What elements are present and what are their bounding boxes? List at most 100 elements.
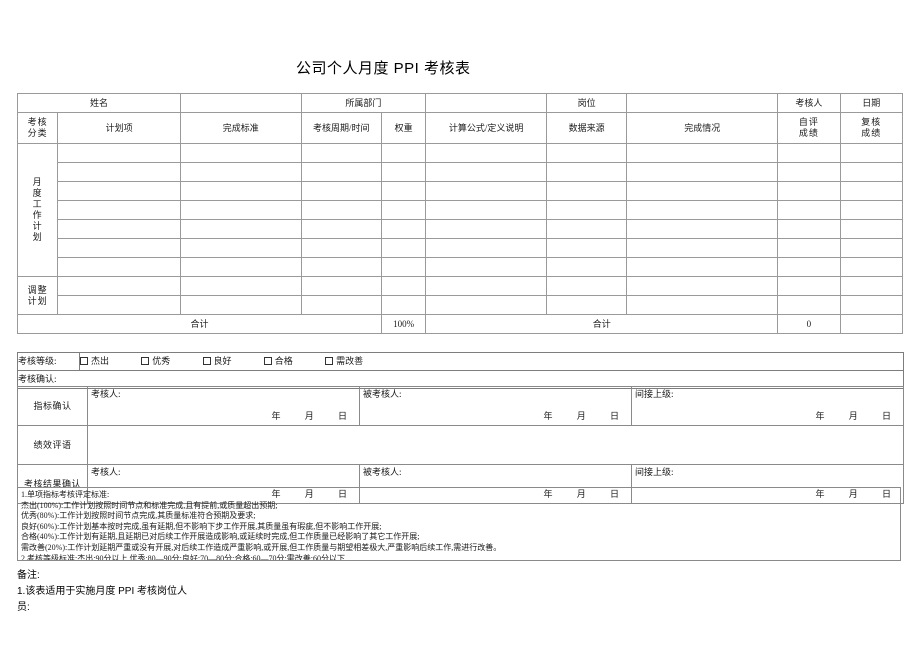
cell-standard[interactable] (179, 162, 302, 182)
cell-completion[interactable] (626, 200, 779, 220)
cell-plan-item[interactable] (57, 219, 181, 239)
cell-cycle[interactable] (300, 276, 383, 296)
cell-weight[interactable] (381, 276, 427, 296)
indicator-assessor-cell[interactable]: 考核人: 年 月 日 (87, 386, 360, 426)
cell-self-score[interactable] (777, 219, 841, 239)
cell-cycle[interactable] (300, 162, 383, 182)
cell-weight[interactable] (381, 238, 427, 258)
cell-review-score[interactable] (839, 219, 904, 239)
grade-option-qualified[interactable]: 合格 (263, 356, 293, 367)
cell-review-score[interactable] (839, 143, 904, 163)
cell-data-source[interactable] (545, 238, 628, 258)
cell-cycle[interactable] (300, 200, 383, 220)
cell-weight[interactable] (381, 257, 427, 277)
cell-standard[interactable] (179, 143, 302, 163)
cell-plan-item[interactable] (57, 181, 181, 201)
cell-review-score[interactable] (839, 238, 904, 258)
cell-completion[interactable] (626, 295, 779, 315)
cell-plan-item[interactable] (57, 200, 181, 220)
cell-plan-item[interactable] (57, 143, 181, 163)
result-supervisor-cell[interactable]: 间接上级: 年 月 日 (631, 464, 904, 504)
checkbox-icon[interactable] (141, 357, 150, 365)
cell-weight[interactable] (381, 181, 427, 201)
cell-data-source[interactable] (545, 219, 628, 239)
cell-data-source[interactable] (545, 200, 628, 220)
cell-formula[interactable] (425, 238, 547, 258)
cell-review-score[interactable] (839, 295, 904, 315)
cell-standard[interactable] (179, 238, 302, 258)
cell-cycle[interactable] (300, 219, 383, 239)
cell-data-source[interactable] (545, 295, 628, 315)
cell-formula[interactable] (425, 219, 547, 239)
cell-review-score[interactable] (839, 162, 904, 182)
cell-completion[interactable] (626, 162, 779, 182)
grade-option-outstanding[interactable]: 杰出 (80, 356, 109, 367)
cell-self-score[interactable] (777, 295, 841, 315)
cell-standard[interactable] (179, 219, 302, 239)
cell-data-source[interactable] (545, 143, 628, 163)
cell-completion[interactable] (626, 257, 779, 277)
cell-weight[interactable] (381, 219, 427, 239)
cell-data-source[interactable] (545, 162, 628, 182)
cell-formula[interactable] (425, 181, 547, 201)
performance-comment-value[interactable] (87, 425, 904, 465)
cell-self-score[interactable] (777, 200, 841, 220)
cell-plan-item[interactable] (57, 295, 181, 315)
cell-plan-item[interactable] (57, 238, 181, 258)
cell-completion[interactable] (626, 181, 779, 201)
cell-completion[interactable] (626, 276, 779, 296)
cell-review-score[interactable] (839, 257, 904, 277)
grade-option-good[interactable]: 良好 (202, 356, 232, 367)
cell-data-source[interactable] (545, 276, 628, 296)
checkbox-icon[interactable] (325, 357, 334, 365)
checkbox-icon[interactable] (80, 357, 88, 365)
position-value[interactable] (626, 93, 779, 113)
checkbox-icon[interactable] (263, 357, 272, 365)
cell-weight[interactable] (381, 200, 427, 220)
cell-cycle[interactable] (300, 238, 383, 258)
checkbox-icon[interactable] (202, 357, 211, 365)
cell-cycle[interactable] (300, 257, 383, 277)
cell-completion[interactable] (626, 143, 779, 163)
cell-data-source[interactable] (545, 181, 628, 201)
cell-completion[interactable] (626, 238, 779, 258)
grade-option-needs-improvement[interactable]: 需改善 (325, 356, 363, 367)
cell-formula[interactable] (425, 295, 547, 315)
result-assessee-cell[interactable]: 被考核人: 年 月 日 (359, 464, 632, 504)
cell-cycle[interactable] (300, 143, 383, 163)
cell-standard[interactable] (179, 276, 302, 296)
dept-value[interactable] (425, 93, 547, 113)
cell-review-score[interactable] (839, 181, 904, 201)
cell-formula[interactable] (425, 200, 547, 220)
cell-self-score[interactable] (777, 257, 841, 277)
cell-standard[interactable] (179, 200, 302, 220)
cell-weight[interactable] (381, 143, 427, 163)
cell-data-source[interactable] (545, 257, 628, 277)
cell-formula[interactable] (425, 257, 547, 277)
result-assessor-cell[interactable]: 考核人: 年 月 日 (87, 464, 360, 504)
cell-formula[interactable] (425, 143, 547, 163)
cell-weight[interactable] (381, 162, 427, 182)
cell-plan-item[interactable] (57, 276, 181, 296)
cell-self-score[interactable] (777, 238, 841, 258)
cell-formula[interactable] (425, 276, 547, 296)
cell-standard[interactable] (179, 181, 302, 201)
cell-standard[interactable] (179, 257, 302, 277)
indicator-assessee-cell[interactable]: 被考核人: 年 月 日 (359, 386, 632, 426)
cell-self-score[interactable] (777, 162, 841, 182)
cell-self-score[interactable] (777, 181, 841, 201)
name-value[interactable] (179, 93, 302, 113)
cell-self-score[interactable] (777, 276, 841, 296)
cell-completion[interactable] (626, 219, 779, 239)
cell-cycle[interactable] (300, 295, 383, 315)
cell-standard[interactable] (179, 295, 302, 315)
cell-plan-item[interactable] (57, 162, 181, 182)
cell-formula[interactable] (425, 162, 547, 182)
grade-option-excellent[interactable]: 优秀 (141, 356, 170, 367)
cell-review-score[interactable] (839, 200, 904, 220)
cell-review-score[interactable] (839, 276, 904, 296)
cell-plan-item[interactable] (57, 257, 181, 277)
cell-weight[interactable] (381, 295, 427, 315)
indicator-supervisor-cell[interactable]: 间接上级: 年 月 日 (631, 386, 904, 426)
cell-self-score[interactable] (777, 143, 841, 163)
